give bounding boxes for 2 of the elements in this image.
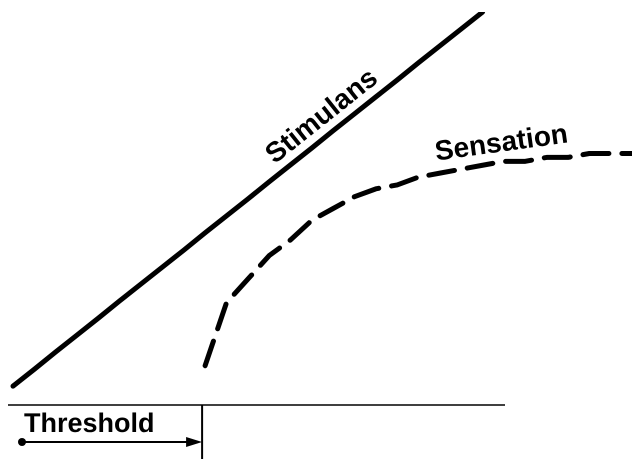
text: Threshold	[24, 408, 155, 438]
text: Sensation	[432, 118, 570, 167]
